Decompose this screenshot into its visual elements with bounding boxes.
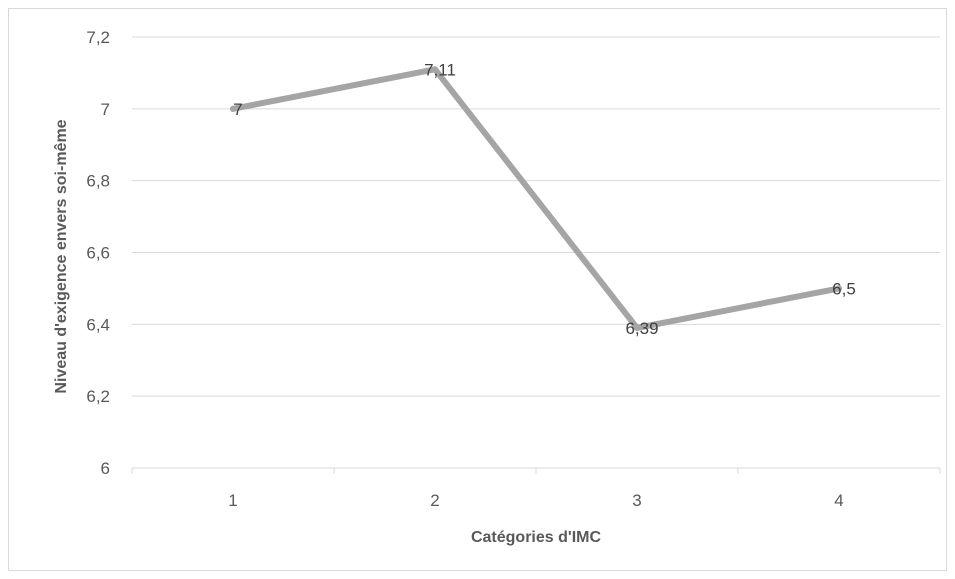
x-tick-label: 1 [228,491,237,510]
x-axis-ticks [131,468,941,474]
data-point [230,105,236,112]
y-tick-label: 6,4 [86,315,110,334]
y-tick-label: 7,2 [86,28,110,47]
data-point [836,285,842,292]
x-axis-tick-labels: 1 2 3 4 [228,491,843,510]
chart-frame [8,8,947,571]
data-label: 7 [233,100,242,119]
data-label: 6,39 [625,319,658,338]
data-points [230,66,842,331]
data-point [432,66,438,73]
y-tick-label: 6,8 [86,172,110,191]
y-axis-title: Niveau d'exigence envers soi-même [53,119,70,393]
x-tick-label: 4 [834,491,843,510]
data-labels: 7 7,11 6,39 6,5 [233,60,856,338]
data-label: 7,11 [424,60,456,79]
series-line [230,66,842,331]
data-point [634,324,640,331]
x-tick-label: 2 [430,491,439,510]
y-tick-label: 6 [101,459,110,478]
x-tick-label: 3 [632,491,641,510]
y-tick-label: 6,6 [86,244,110,263]
y-tick-label: 6,2 [86,387,110,406]
gridlines [132,36,940,397]
y-axis-tick-labels: 6 6,2 6,4 6,6 6,8 7 7,2 [86,28,110,478]
data-label: 6,5 [832,279,856,298]
x-axis-title: Catégories d'IMC [471,529,601,546]
y-tick-label: 7 [101,100,110,119]
